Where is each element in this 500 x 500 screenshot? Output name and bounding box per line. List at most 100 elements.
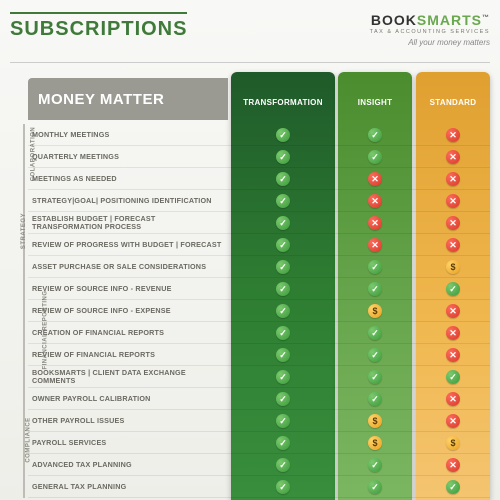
cell-i: ✓ <box>338 366 412 388</box>
check-icon: ✓ <box>368 348 382 362</box>
cross-icon: ✕ <box>446 216 460 230</box>
cell-t: ✓ <box>231 168 335 190</box>
comparison-table: MONEY MATTER TRANSFORMATION INSIGHT STAN… <box>0 72 500 500</box>
check-icon: ✓ <box>276 414 290 428</box>
dollar-icon: $ <box>368 414 382 428</box>
table-row: REVIEW OF SOURCE INFO - REVENUE✓✓✓ <box>0 278 500 300</box>
cell-t: ✓ <box>231 256 335 278</box>
cell-i: ✓ <box>338 146 412 168</box>
cell-s: ✕ <box>416 454 490 476</box>
cell-t: ✓ <box>231 454 335 476</box>
brand-tm: ™ <box>482 14 490 21</box>
cell-s: $ <box>416 256 490 278</box>
check-icon: ✓ <box>276 304 290 318</box>
cell-t: ✓ <box>231 124 335 146</box>
table-row: STRATEGY|GOAL| POSITIONING IDENTIFICATIO… <box>0 190 500 212</box>
table-row: OTHER PAYROLL ISSUES ✓ $ ✕ <box>0 410 500 432</box>
cell-t: ✓ <box>231 278 335 300</box>
table-row: OWNER PAYROLL CALIBRATION✓✓✕ <box>0 388 500 410</box>
row-label: ESTABLISH BUDGET | FORECAST TRANSFORMATI… <box>32 215 228 231</box>
check-icon: ✓ <box>276 282 290 296</box>
cell-i: ✓ <box>338 388 412 410</box>
cell-s: ✓ <box>416 366 490 388</box>
cell-s: ✕ <box>416 190 490 212</box>
cross-icon: ✕ <box>446 304 460 318</box>
row-label: REVIEW OF PROGRESS WITH BUDGET | FORECAS… <box>32 241 228 249</box>
check-icon: ✓ <box>276 326 290 340</box>
page: SUBSCRIPTIONS BOOKSMARTS™ TAX & ACCOUNTI… <box>0 0 500 500</box>
section-title: MONEY MATTER <box>38 91 164 108</box>
brand-subtitle: TAX & ACCOUNTING SERVICES <box>370 29 490 35</box>
cell-s: ✕ <box>416 322 490 344</box>
table-row: QUARTERLY MEETINGS ✓ ✓ ✕ <box>0 146 500 168</box>
cell-i: ✕ <box>338 212 412 234</box>
cell-s: ✕ <box>416 234 490 256</box>
check-icon: ✓ <box>446 282 460 296</box>
row-label: STRATEGY|GOAL| POSITIONING IDENTIFICATIO… <box>32 197 228 205</box>
row-label: MONTHLY MEETINGS <box>32 131 228 139</box>
cell-t: ✓ <box>231 410 335 432</box>
section-title-block: MONEY MATTER <box>28 78 228 120</box>
cell-s: ✕ <box>416 388 490 410</box>
cell-s: ✕ <box>416 168 490 190</box>
row-label: REVIEW OF SOURCE INFO - EXPENSE <box>32 307 228 315</box>
cell-i: $ <box>338 300 412 322</box>
table-row: REVIEW OF FINANCIAL REPORTS✓✓✕ <box>0 344 500 366</box>
check-icon: ✓ <box>276 348 290 362</box>
cell-i: $ <box>338 410 412 432</box>
table-header-row: MONEY MATTER TRANSFORMATION INSIGHT STAN… <box>0 78 500 120</box>
cell-i: ✓ <box>338 322 412 344</box>
cross-icon: ✕ <box>446 194 460 208</box>
table-body: MONTHLY MEETINGS✓✓✕QUARTERLY MEETINGS✓✓✕… <box>0 124 500 498</box>
check-icon: ✓ <box>276 480 290 494</box>
cell-s: ✕ <box>416 410 490 432</box>
row-label: MEETINGS AS NEEDED <box>32 175 228 183</box>
cross-icon: ✕ <box>446 392 460 406</box>
table-row: CREATION OF FINANCIAL REPORTS ✓ ✓ ✕ <box>0 322 500 344</box>
cell-t: ✓ <box>231 300 335 322</box>
check-icon: ✓ <box>446 480 460 494</box>
cell-i: $ <box>338 432 412 454</box>
topbar: SUBSCRIPTIONS BOOKSMARTS™ TAX & ACCOUNTI… <box>10 12 490 58</box>
column-header-transformation: TRANSFORMATION <box>231 88 335 116</box>
cell-t: ✓ <box>231 344 335 366</box>
cell-s: ✕ <box>416 146 490 168</box>
cell-s: ✓ <box>416 476 490 498</box>
check-icon: ✓ <box>368 326 382 340</box>
check-icon: ✓ <box>276 128 290 142</box>
brand-book: BOOK <box>371 12 417 28</box>
table-row: REVIEW OF PROGRESS WITH BUDGET | FORECAS… <box>0 234 500 256</box>
check-icon: ✓ <box>368 128 382 142</box>
dollar-icon: $ <box>446 260 460 274</box>
check-icon: ✓ <box>368 458 382 472</box>
check-icon: ✓ <box>276 150 290 164</box>
cell-t: ✓ <box>231 366 335 388</box>
cell-i: ✓ <box>338 124 412 146</box>
table-row: GENERAL TAX PLANNING✓✓✓ <box>0 476 500 498</box>
check-icon: ✓ <box>276 458 290 472</box>
table-row: REVIEW OF SOURCE INFO - EXPENSE ✓ $ ✕ <box>0 300 500 322</box>
check-icon: ✓ <box>276 370 290 384</box>
brand-block: BOOKSMARTS™ TAX & ACCOUNTING SERVICES Al… <box>370 12 490 47</box>
cell-t: ✓ <box>231 388 335 410</box>
row-label: OTHER PAYROLL ISSUES <box>32 417 228 425</box>
cell-t: ✓ <box>231 146 335 168</box>
check-icon: ✓ <box>368 260 382 274</box>
cross-icon: ✕ <box>446 326 460 340</box>
check-icon: ✓ <box>368 150 382 164</box>
row-label: QUARTERLY MEETINGS <box>32 153 228 161</box>
check-icon: ✓ <box>276 216 290 230</box>
row-label: CREATION OF FINANCIAL REPORTS <box>32 329 228 337</box>
check-icon: ✓ <box>276 260 290 274</box>
row-label: OWNER PAYROLL CALIBRATION <box>32 395 228 403</box>
row-label: REVIEW OF SOURCE INFO - REVENUE <box>32 285 228 293</box>
cross-icon: ✕ <box>368 216 382 230</box>
brand-smarts: SMARTS <box>417 12 482 28</box>
row-label: REVIEW OF FINANCIAL REPORTS <box>32 351 228 359</box>
check-icon: ✓ <box>276 194 290 208</box>
cell-s: ✓ <box>416 278 490 300</box>
check-icon: ✓ <box>276 238 290 252</box>
table-row: BOOKSMARTS | CLIENT DATA EXCHANGE COMMEN… <box>0 366 500 388</box>
row-label: BOOKSMARTS | CLIENT DATA EXCHANGE COMMEN… <box>32 369 228 385</box>
table-row: MEETINGS AS NEEDED✓✕✕ <box>0 168 500 190</box>
